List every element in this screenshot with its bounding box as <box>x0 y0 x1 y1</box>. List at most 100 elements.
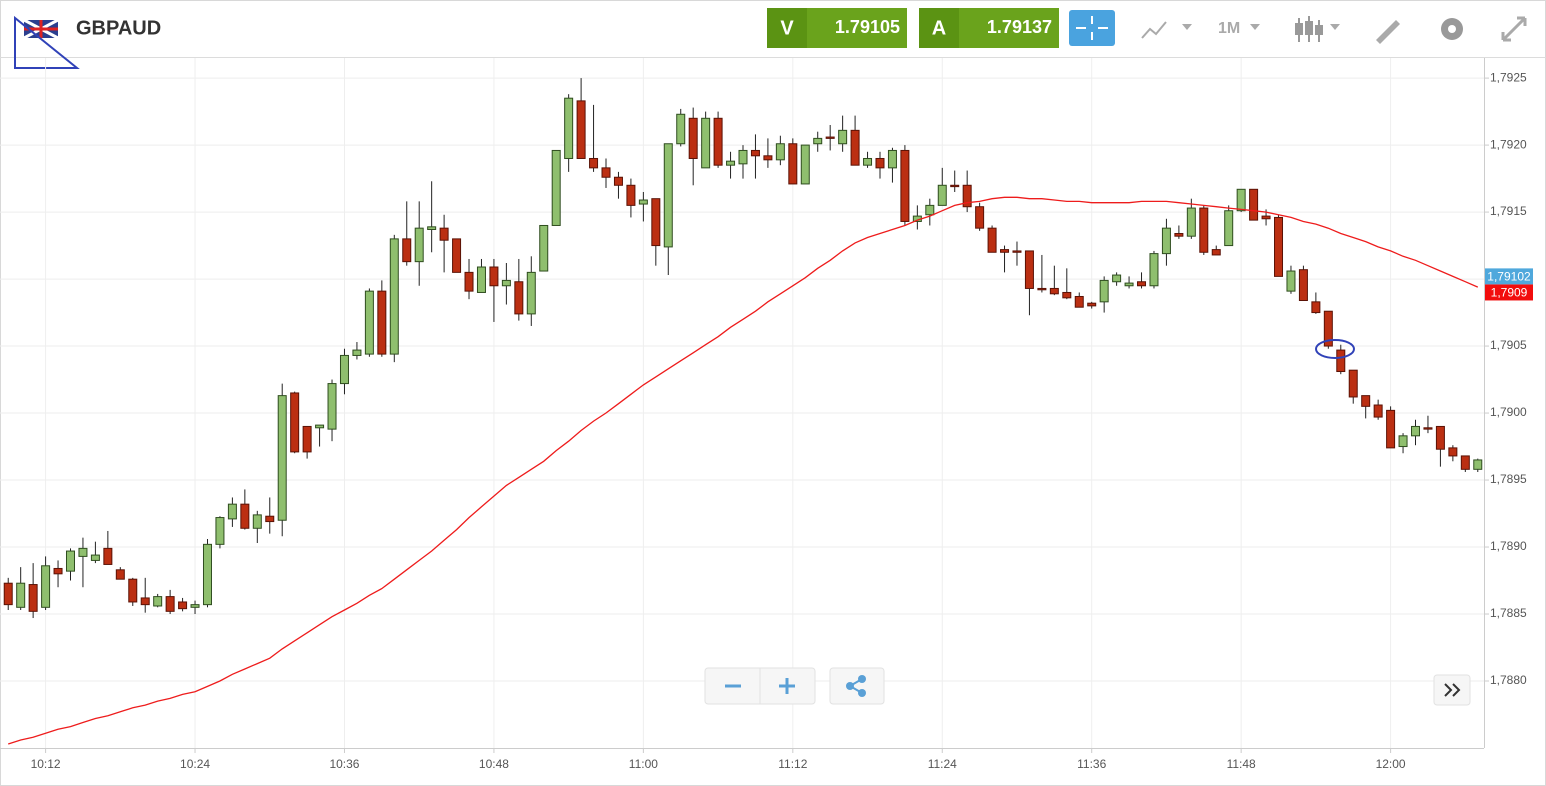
zoom-controls <box>704 667 885 705</box>
candle-body <box>1037 287 1047 291</box>
candle-body <box>750 149 760 157</box>
candle-body <box>863 157 873 166</box>
candle-body <box>364 290 374 355</box>
candle-body <box>464 271 474 292</box>
plot-area: 1,7880 1,7885 1,7890 1,7895 1,7900 1,7905 1,79… <box>0 58 1527 771</box>
candle-body <box>1124 282 1134 287</box>
candle-body <box>850 129 860 166</box>
candle-body <box>240 503 250 529</box>
candle-body <box>28 584 38 612</box>
share-button[interactable] <box>829 667 885 705</box>
candle-body <box>1386 409 1396 449</box>
candle-body <box>539 224 549 272</box>
x-tick-label: 10:48 <box>479 757 509 771</box>
candle-body <box>339 354 349 385</box>
candle-body <box>1149 253 1159 287</box>
candle-body <box>103 547 113 565</box>
candle-body <box>526 271 536 315</box>
candle-body <box>763 155 773 161</box>
candle-body <box>1435 425 1445 450</box>
fullscreen-button[interactable] <box>1501 16 1527 42</box>
candle-body <box>153 596 163 607</box>
candle-body <box>327 383 337 430</box>
symbol: GBPAUD <box>76 17 161 39</box>
y-tick-label: 1,7900 <box>1490 405 1527 419</box>
bid-label: V <box>780 17 794 39</box>
candle-body <box>638 199 648 205</box>
candle-body <box>514 281 524 315</box>
candle-body <box>1261 215 1271 220</box>
drawing-annotation <box>1315 339 1355 359</box>
x-tick-label: 12:00 <box>1376 757 1406 771</box>
candle-body <box>1373 404 1383 418</box>
scroll-end-button[interactable] <box>1433 674 1471 706</box>
candle-body <box>1298 269 1308 302</box>
chart-type-menu[interactable] <box>1141 21 1192 39</box>
candle-menu[interactable] <box>1295 16 1340 42</box>
y-tick-label: 1,7920 <box>1490 137 1527 151</box>
crosshair-button[interactable] <box>1069 10 1115 46</box>
x-tick-label: 10:36 <box>329 757 359 771</box>
x-tick-label: 11:36 <box>1077 757 1106 771</box>
draw-tool[interactable] <box>1376 20 1400 44</box>
ask-price: 1.79137 <box>987 17 1052 37</box>
candle-body <box>788 143 798 185</box>
candle-body <box>1236 188 1246 212</box>
candle-body <box>377 290 387 355</box>
bid-button[interactable]: V 1.79105 <box>767 8 907 48</box>
candle-body <box>738 149 748 165</box>
x-tick-label: 10:24 <box>180 757 210 771</box>
zoom-in[interactable] <box>779 678 795 694</box>
timeframe-menu[interactable]: 1M <box>1218 20 1260 37</box>
candle-body <box>1460 455 1470 470</box>
candle-body <box>128 578 138 603</box>
candle-body <box>1161 227 1171 255</box>
candle-body <box>1012 250 1022 253</box>
candle-body <box>1137 281 1147 287</box>
y-tick-label: 1,7890 <box>1490 539 1527 553</box>
candle-body <box>613 176 623 186</box>
candle-body <box>78 547 88 557</box>
candle-body <box>3 582 13 606</box>
candle-body <box>252 514 262 529</box>
x-tick-label: 11:00 <box>629 757 658 771</box>
candle-body <box>389 238 399 355</box>
candle-body <box>1286 270 1296 292</box>
candle-body <box>1311 301 1321 314</box>
y-tick-label: 1,7895 <box>1490 472 1527 486</box>
candle-body <box>950 184 960 188</box>
price-marker-label: 1,7909 <box>1491 286 1528 300</box>
candle-body <box>302 425 312 453</box>
candle-body <box>315 424 325 429</box>
candle-body <box>165 596 175 612</box>
ask-label: A <box>932 17 946 39</box>
candle-body <box>663 143 673 248</box>
candle-body <box>90 554 100 561</box>
candle-body <box>65 550 75 572</box>
y-tick-label: 1,7905 <box>1490 338 1527 352</box>
candle-body <box>1473 459 1483 470</box>
candle-body <box>16 582 26 608</box>
settings-button[interactable] <box>1441 18 1463 40</box>
candle-body <box>1062 291 1072 299</box>
ask-button[interactable]: A 1.79137 <box>919 8 1059 48</box>
x-tick-label: 10:12 <box>31 757 61 771</box>
candle-body <box>601 167 611 178</box>
candle-body <box>1087 302 1097 307</box>
x-tick-label: 11:24 <box>928 757 957 771</box>
candle-body <box>1024 250 1034 289</box>
candle-body <box>53 567 63 575</box>
candle-body <box>1049 287 1059 295</box>
candle-body <box>1249 188 1259 221</box>
candle-body <box>1348 369 1358 398</box>
candle-body <box>265 515 275 523</box>
candle-body <box>439 227 449 241</box>
y-tick-label: 1,7915 <box>1490 204 1527 218</box>
candle-body <box>202 543 212 606</box>
candle-body <box>825 136 835 139</box>
candle-body <box>277 395 287 521</box>
candle-body <box>775 143 785 161</box>
candle-body <box>190 604 200 608</box>
candle-body <box>1112 274 1122 283</box>
